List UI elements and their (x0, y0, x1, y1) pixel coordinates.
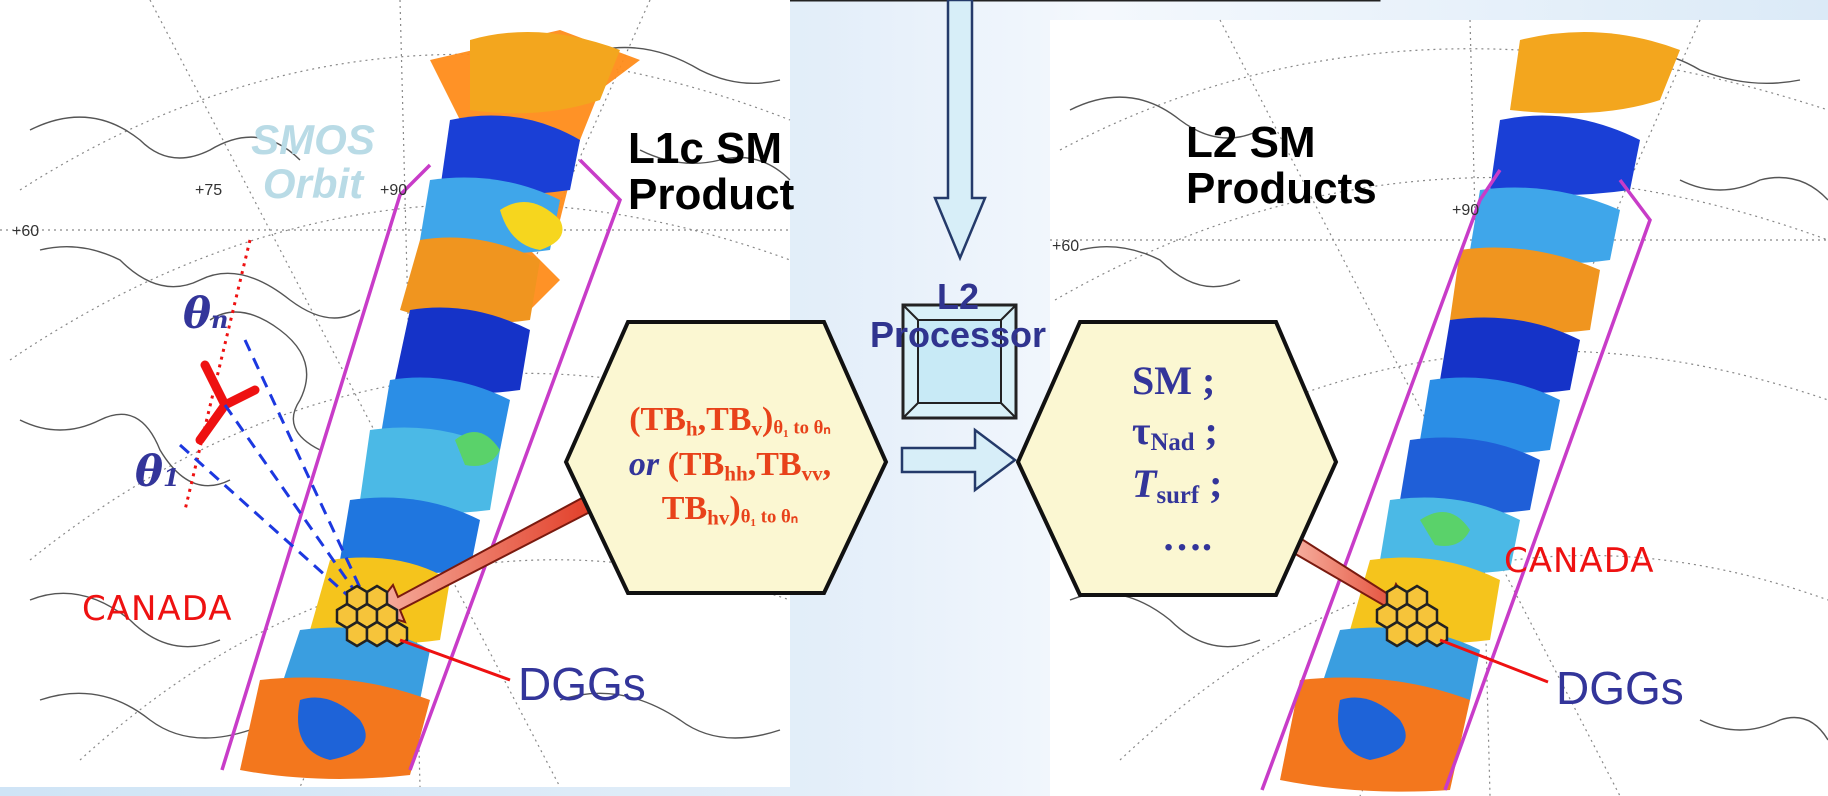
smos-orbit-label-line1: SMOS (251, 116, 375, 163)
input-line-3: TBhv)θ₁ to θₙ (661, 490, 799, 530)
right-map-title-line2: Products (1186, 164, 1377, 214)
right-map-title: L2 SM Products (1186, 118, 1377, 214)
left-graticule-label-90: +90 (380, 182, 407, 199)
theta-1-symbol: θ (135, 447, 164, 496)
left-map-title-line2: Product (628, 170, 795, 220)
processor-label-line2: Processor (869, 313, 1047, 355)
left-coastlines (19, 39, 791, 739)
right-map-title-line1: L2 SM (1186, 118, 1316, 167)
right-dgg-label: DGGs (1556, 662, 1684, 714)
left-canada-label: CANADA (82, 589, 233, 629)
right-arrow (900, 427, 1018, 493)
processor-label: L2 Processor (852, 278, 1064, 354)
orbit-track (183, 239, 252, 511)
left-graticule-label-60: +60 (12, 223, 39, 240)
left-dgg-label: DGGs (518, 658, 646, 710)
right-dgg-cells (1375, 584, 1449, 648)
left-dgg-pointer (399, 638, 511, 682)
left-graticule-label-75: +75 (195, 182, 222, 199)
view-angle-lines (178, 339, 377, 622)
right-graticule-label-90: +90 (1452, 202, 1479, 219)
output-hexagon (1015, 320, 1339, 597)
right-swath-borders (1260, 169, 1652, 791)
right-dgg-pointer (1439, 638, 1549, 684)
input-line-1: (TBh,TBv)θ₁ to θₙ (629, 401, 831, 441)
left-map-title: L1c SM Product (628, 124, 795, 220)
output-tsurf: Tsurf ; (1132, 461, 1223, 510)
smos-orbit-label: SMOS Orbit (248, 116, 378, 208)
left-map-title-line1: L1c SM (628, 124, 783, 173)
theta-n-symbol: θ (183, 289, 212, 338)
output-hexagon-text: SM ; τNad ; Tsurf ; …. (1090, 356, 1332, 562)
output-more: …. (1162, 514, 1212, 560)
input-line-2: or (TBhh,TBvv, (628, 445, 832, 485)
theta-n-label: θn (183, 289, 229, 338)
processor-label-line1: L2 (936, 276, 979, 317)
output-sm: SM ; (1132, 358, 1216, 403)
theta-n-subscript: n (211, 305, 229, 334)
satellite-icon (195, 360, 260, 445)
graticule-labels: +75 +90 +60 +90 +60 (12, 182, 1479, 255)
right-graticule-label-60: +60 (1052, 238, 1079, 255)
input-hexagon-text: (TBh,TBv)θ₁ to θₙ or (TBhh,TBvv, TBhv)θ₁… (580, 398, 880, 532)
theta-1-label: θ1 (135, 447, 180, 496)
theta-1-subscript: 1 (163, 463, 180, 492)
output-tau: τNad ; (1132, 408, 1218, 457)
right-canada-label: CANADA (1504, 541, 1655, 581)
processor-box (901, 303, 1018, 420)
left-swath-borders (220, 158, 623, 771)
down-arrow (933, 0, 987, 262)
smos-orbit-label-line2: Orbit (262, 160, 364, 208)
input-hexagon (563, 320, 889, 595)
